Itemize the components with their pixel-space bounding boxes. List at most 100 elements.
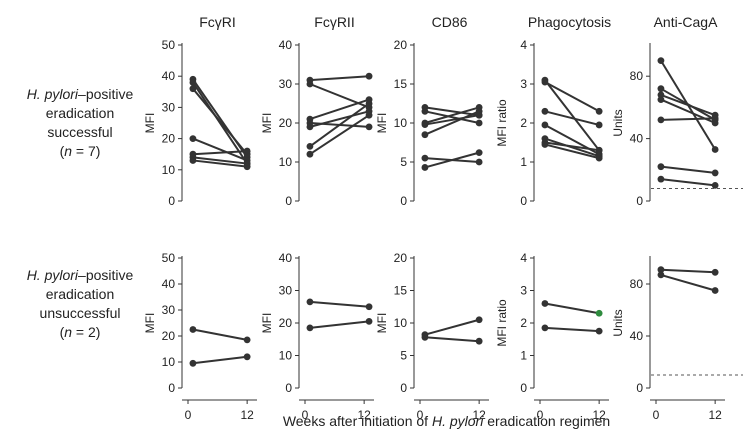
y-axis-label: MFI ratio — [495, 99, 509, 147]
y-tick-label: 0 — [400, 194, 407, 208]
data-point — [711, 182, 719, 189]
data-point — [306, 143, 314, 150]
series-line — [660, 178, 716, 187]
series-line — [660, 268, 716, 274]
series-line — [544, 143, 600, 160]
data-point — [475, 119, 483, 127]
data-point — [595, 121, 603, 129]
y-tick-label: 3 — [520, 284, 527, 298]
data-point — [657, 57, 665, 64]
y-tick-label: 10 — [394, 316, 408, 330]
data-point — [243, 353, 251, 361]
y-axis-label: Units — [611, 309, 625, 336]
data-point — [421, 121, 429, 128]
y-tick-label: 20 — [279, 316, 293, 330]
series-line — [309, 83, 370, 109]
panel-title: Anti-CagA — [654, 14, 718, 30]
series-line — [660, 273, 716, 292]
series-line — [309, 114, 370, 156]
y-tick-label: 0 — [168, 194, 175, 208]
data-point — [475, 107, 483, 115]
row-label-n-open: ( — [59, 143, 65, 159]
data-point — [657, 85, 665, 93]
y-tick-label: 0 — [285, 194, 292, 208]
series-line — [544, 326, 600, 333]
x-tick-label: 0 — [537, 408, 544, 422]
y-axis-label: MFI ratio — [495, 299, 509, 347]
y-tick-label: 10 — [279, 349, 293, 363]
series-line — [544, 141, 600, 152]
data-point — [243, 147, 251, 155]
data-point — [657, 266, 665, 274]
y-tick-label: 30 — [279, 77, 293, 91]
data-point — [189, 79, 197, 86]
data-point — [657, 175, 665, 183]
data-point — [365, 303, 373, 311]
y-axis-label: MFI — [375, 113, 389, 134]
series-line — [424, 114, 480, 126]
x-tick-label: 0 — [185, 408, 192, 422]
series-line — [309, 300, 370, 308]
y-tick-label: 1 — [520, 155, 527, 169]
series-line — [424, 318, 480, 336]
y-axis-label: MFI — [260, 113, 274, 134]
y-tick-label: 0 — [520, 381, 527, 395]
y-axis-label: Units — [611, 109, 625, 136]
y-tick-label: 80 — [630, 69, 644, 83]
series-line — [192, 355, 248, 365]
row-label-line2: eradication — [45, 105, 115, 121]
y-tick-label: 50 — [162, 251, 176, 265]
data-point — [306, 80, 314, 88]
y-tick-label: 20 — [394, 251, 408, 265]
series-line — [544, 81, 600, 113]
data-point — [306, 298, 314, 306]
y-tick-label: 3 — [520, 77, 527, 91]
data-point — [711, 287, 719, 294]
panel-title: CD86 — [432, 14, 468, 30]
row-label-line3: successful — [47, 124, 113, 140]
data-point — [365, 111, 373, 119]
x-tick-label: 12 — [708, 408, 722, 422]
row-label-unsuccessful: H. pylori–positive eradication unsuccess… — [0, 266, 160, 342]
data-point — [595, 154, 603, 162]
row-label-line2: eradication — [45, 286, 115, 302]
x-tick-label: 12 — [472, 408, 486, 422]
y-tick-label: 4 — [520, 38, 527, 52]
x-tick-label: 0 — [302, 408, 309, 422]
y-tick-label: 1 — [520, 349, 527, 363]
data-point — [657, 271, 665, 279]
panel-title: FcγRI — [199, 14, 236, 30]
series-line — [544, 110, 600, 126]
data-point — [365, 72, 373, 80]
series-line — [660, 165, 716, 174]
y-tick-label: 0 — [636, 194, 643, 208]
series-line — [309, 75, 370, 82]
y-tick-label: 0 — [168, 381, 175, 395]
data-point — [595, 327, 603, 335]
y-axis-label: MFI — [143, 313, 157, 334]
x-tick-label: 12 — [240, 408, 254, 422]
y-tick-label: 0 — [285, 381, 292, 395]
y-tick-label: 2 — [520, 116, 527, 130]
data-point — [541, 107, 549, 115]
data-point — [541, 121, 549, 129]
x-tick-label: 0 — [417, 408, 424, 422]
row-label-n: n — [64, 324, 73, 340]
data-point — [657, 91, 665, 99]
data-point — [657, 116, 665, 124]
data-point — [541, 78, 549, 86]
data-point — [711, 119, 719, 127]
x-axis-caption: Weeks after initiation of H. pylori erad… — [150, 413, 743, 429]
y-tick-label: 10 — [162, 355, 176, 369]
y-tick-label: 20 — [162, 132, 176, 146]
y-tick-label: 10 — [394, 116, 408, 130]
data-point — [657, 163, 665, 171]
y-tick-label: 20 — [279, 116, 293, 130]
data-point — [595, 146, 603, 154]
data-point — [541, 141, 549, 148]
data-point — [657, 96, 665, 103]
series-line — [192, 159, 248, 168]
y-tick-label: 2 — [520, 316, 527, 330]
data-point — [711, 146, 719, 153]
